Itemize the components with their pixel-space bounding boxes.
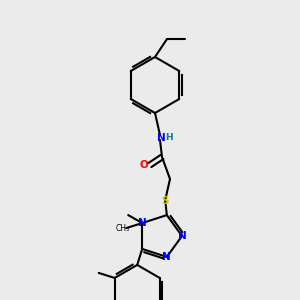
Text: CH₃: CH₃ [115,224,129,232]
Text: N: N [138,218,147,228]
Text: H: H [165,134,173,142]
Text: N: N [162,252,171,262]
Text: S: S [161,196,169,206]
Text: O: O [140,160,148,170]
Text: N: N [178,231,186,241]
Text: N: N [157,133,165,143]
